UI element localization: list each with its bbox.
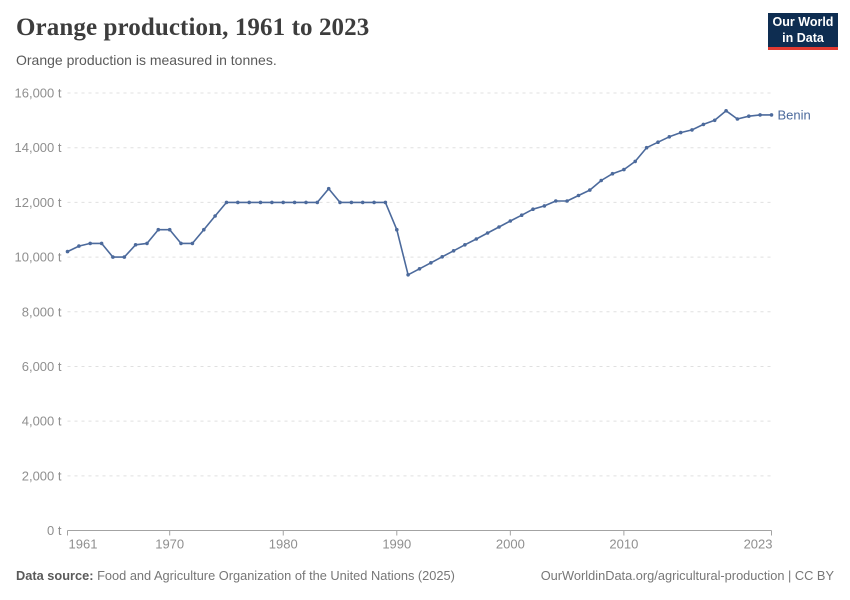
x-axis-tick-label: 2023 [744,537,773,552]
data-point-marker[interactable] [236,200,240,205]
data-point-marker[interactable] [292,200,297,205]
data-point-marker[interactable] [372,200,376,205]
data-point-marker[interactable] [202,227,206,232]
data-point-marker[interactable] [735,117,740,121]
owid-logo[interactable]: Our World in Data [768,13,838,50]
x-axis-tick-label: 1961 [69,537,98,552]
x-axis-tick-label: 1970 [155,537,184,552]
data-point-marker[interactable] [508,219,513,223]
data-point-marker[interactable] [304,200,308,205]
y-axis-tick-label: 2,000 t [22,468,62,483]
data-point-marker[interactable] [758,113,762,117]
data-point-marker[interactable] [360,200,365,205]
data-point-marker[interactable] [519,213,524,217]
data-point-marker[interactable] [383,200,388,205]
data-point-marker[interactable] [315,200,320,205]
owid-logo-line1: Our World [772,14,834,29]
data-point-marker[interactable] [769,113,774,117]
data-point-marker[interactable] [656,140,660,144]
data-point-marker[interactable] [712,118,717,123]
chart-footer: Data source: Food and Agriculture Organi… [16,568,834,583]
data-point-marker[interactable] [542,204,547,208]
data-point-marker[interactable] [145,241,149,246]
owid-logo-line2: in Data [782,31,824,45]
data-point-marker[interactable] [406,273,410,277]
y-axis-tick-label: 12,000 t [15,195,62,210]
data-point-marker[interactable] [644,145,649,150]
footer-link[interactable]: OurWorldinData.org/agricultural-producti… [540,568,834,583]
data-point-marker[interactable] [429,261,433,265]
data-point-marker[interactable] [111,255,115,259]
data-point-marker[interactable] [633,159,637,164]
data-point-marker[interactable] [190,241,195,246]
data-point-marker[interactable] [247,200,251,205]
y-axis-tick-label: 4,000 t [22,414,62,429]
data-point-marker[interactable] [133,243,138,247]
data-point-marker[interactable] [349,200,354,205]
x-axis-tick-label: 2010 [609,537,638,552]
data-point-marker[interactable] [576,193,581,198]
data-point-marker[interactable] [451,249,456,253]
data-point-marker[interactable] [88,241,92,246]
page-title: Orange production, 1961 to 2023 [16,14,370,41]
data-point-marker[interactable] [156,227,161,232]
data-point-marker[interactable] [122,255,127,259]
y-axis-tick-label: 8,000 t [22,304,62,319]
data-point-marker[interactable] [326,186,331,191]
chart-subtitle: Orange production is measured in tonnes. [16,52,277,68]
data-point-marker[interactable] [588,188,592,192]
data-point-marker[interactable] [395,227,399,232]
data-point-marker[interactable] [65,249,70,254]
data-point-marker[interactable] [678,130,683,135]
data-point-marker[interactable] [622,167,626,172]
data-point-marker[interactable] [531,207,535,211]
x-axis-tick-label: 1980 [269,537,298,552]
series-line [66,110,773,276]
data-point-marker[interactable] [667,135,672,139]
series-end-label[interactable]: Benin [778,107,811,122]
data-point-marker[interactable] [474,237,479,241]
data-point-marker[interactable] [497,225,501,229]
x-axis-tick-label: 2000 [496,537,525,552]
data-point-marker[interactable] [99,241,104,246]
data-source: Data source: Food and Agriculture Organi… [16,568,455,583]
data-point-marker[interactable] [179,241,183,246]
data-point-marker[interactable] [690,128,694,132]
data-point-marker[interactable] [747,114,751,118]
data-point-marker[interactable] [701,122,706,127]
data-point-marker[interactable] [485,231,490,235]
y-axis-tick-label: 0 t [47,523,62,538]
y-axis-tick-label: 14,000 t [15,140,62,155]
y-axis-tick-label: 6,000 t [22,359,62,374]
data-point-marker[interactable] [554,199,558,203]
data-point-marker[interactable] [338,200,342,205]
y-axis-tick-label: 16,000 t [15,86,62,101]
data-point-marker[interactable] [610,171,615,176]
data-point-marker[interactable] [417,267,422,271]
data-point-marker[interactable] [213,214,217,218]
data-point-marker[interactable] [270,200,274,205]
y-axis-tick-label: 10,000 t [15,250,62,265]
data-point-marker[interactable] [599,178,603,183]
data-point-marker[interactable] [167,227,172,232]
data-point-marker[interactable] [77,244,81,248]
data-point-marker[interactable] [565,199,569,203]
x-axis-tick-label: 1990 [382,537,411,552]
data-source-text: Food and Agriculture Organization of the… [97,568,455,583]
data-point-marker[interactable] [440,254,445,259]
data-point-marker[interactable] [724,109,728,113]
data-source-label: Data source: [16,568,94,583]
data-point-marker[interactable] [258,200,263,205]
data-point-marker[interactable] [224,200,229,205]
data-point-marker[interactable] [463,243,467,247]
data-point-marker[interactable] [281,200,286,205]
